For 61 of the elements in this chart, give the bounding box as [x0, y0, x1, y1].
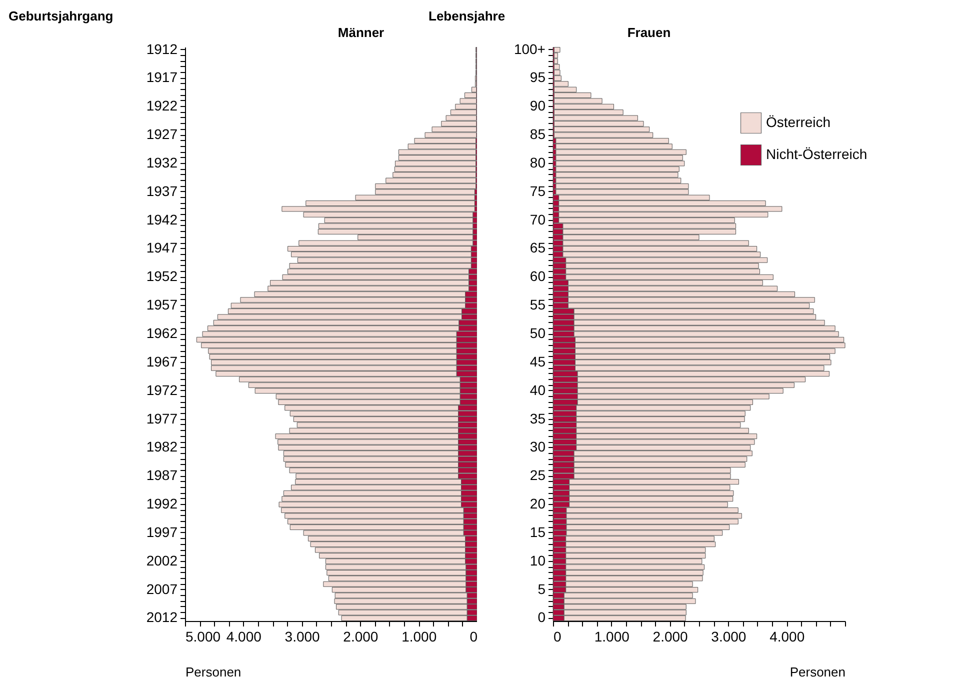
y-tick-label: 1957: [146, 296, 178, 313]
y-tick-label: 1947: [146, 240, 178, 256]
y-tick-label: 1992: [146, 496, 178, 512]
x-axis-title: Personen: [186, 664, 242, 680]
chart-title: Frauen: [627, 25, 671, 40]
y-tick-label: 1942: [146, 211, 178, 228]
y-tick-label: 1937: [146, 182, 178, 199]
y-tick-label: 60: [530, 268, 546, 284]
y-tick-label: 90: [530, 98, 546, 114]
y-tick-label: 5: [538, 580, 546, 597]
legend-label: Österreich: [766, 114, 831, 130]
y-tick-label: 75: [530, 182, 546, 199]
x-tick-label: 5.000: [186, 628, 221, 644]
y-tick-label: 40: [530, 382, 546, 398]
y-tick-label: 1997: [146, 524, 178, 540]
y-tick-label: 30: [530, 438, 546, 455]
y-tick-label: 45: [530, 353, 546, 370]
x-tick-label: 3.000: [284, 628, 320, 644]
y-tick-label: 2002: [146, 552, 178, 568]
x-tick-label: 2.000: [343, 628, 378, 644]
y-tick-label: 1912: [146, 40, 178, 57]
y-tick-label: 15: [530, 524, 546, 540]
y-tick-label: 2012: [146, 609, 178, 626]
y-tick-label: 1917: [146, 69, 178, 86]
y-tick-label: 1932: [146, 154, 178, 170]
x-tick-label: 1.000: [402, 628, 437, 644]
y-tick-label: 50: [530, 325, 546, 341]
y-tick-label: 1952: [146, 268, 178, 284]
y-tick-label: 1922: [146, 98, 178, 114]
y-tick-label: 55: [530, 296, 546, 313]
y-tick-label: 35: [530, 410, 546, 426]
y-tick-label: 65: [530, 240, 546, 256]
chart-title: Männer: [338, 25, 384, 40]
y-tick-label: 1977: [146, 410, 178, 426]
x-tick-label: 0: [554, 628, 562, 644]
x-tick-label: 4.000: [226, 628, 262, 644]
x-tick-label: 0: [470, 628, 478, 644]
x-tick-label: 4.000: [770, 628, 805, 644]
x-tick-label: 3.000: [711, 628, 746, 644]
y-axis-title: Geburtsjahrgang: [8, 8, 114, 24]
x-tick-label: 1.000: [594, 628, 630, 644]
y-tick-label: 80: [530, 154, 546, 170]
y-tick-label: 1967: [146, 353, 178, 370]
y-tick-label: 100+: [514, 40, 546, 57]
y-tick-label: 1962: [146, 325, 178, 341]
legend-label: Nicht-Österreich: [766, 146, 868, 162]
y-tick-label: 25: [530, 467, 546, 484]
y-tick-label: 1987: [146, 467, 178, 484]
y-tick-label: 95: [530, 69, 546, 86]
y-axis-title: Lebensjahre: [428, 8, 506, 24]
y-tick-label: 1972: [146, 382, 178, 398]
y-tick-label: 2007: [146, 580, 178, 597]
y-tick-label: 20: [530, 496, 546, 512]
y-tick-label: 0: [538, 609, 546, 626]
y-tick-label: 10: [530, 552, 546, 568]
x-tick-label: 2.000: [652, 628, 688, 644]
y-tick-label: 85: [530, 126, 546, 142]
y-tick-label: 1982: [146, 438, 178, 455]
y-tick-label: 1927: [146, 126, 178, 142]
x-axis-title: Personen: [790, 664, 846, 680]
y-tick-label: 70: [530, 211, 546, 228]
